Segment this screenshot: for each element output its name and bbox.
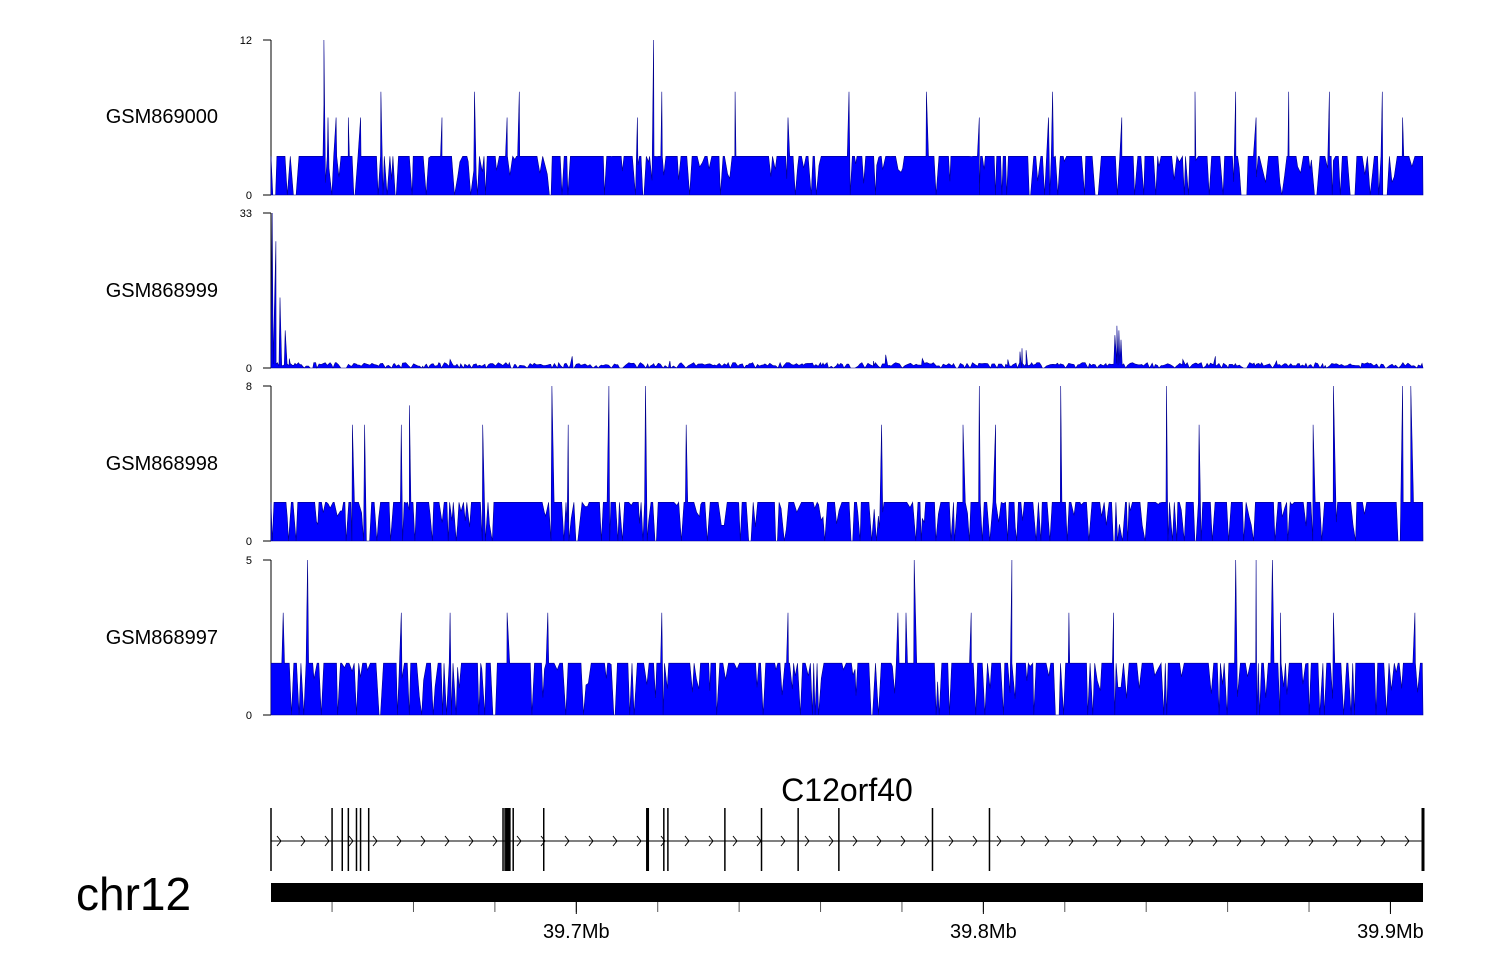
strand-arrow xyxy=(1236,835,1242,847)
strand-arrow xyxy=(1068,835,1074,847)
strand-arrow xyxy=(708,835,714,847)
strand-arrow xyxy=(1260,835,1266,847)
strand-arrow xyxy=(1188,835,1194,847)
strand-arrow xyxy=(684,835,690,847)
chromosome-label: chr12 xyxy=(76,868,191,920)
strand-arrow xyxy=(924,835,930,847)
y-tick-label: 0 xyxy=(246,710,252,722)
strand-arrow xyxy=(324,835,330,847)
strand-arrow xyxy=(660,835,666,847)
strand-arrow xyxy=(396,835,402,847)
track-GSM869000: GSM869000 0 12 xyxy=(106,35,1424,202)
coverage-area xyxy=(270,39,1424,196)
track-label: GSM869000 xyxy=(106,106,218,128)
y-tick-label: 12 xyxy=(240,35,252,47)
track-label: GSM868997 xyxy=(106,627,218,649)
strand-arrow xyxy=(1212,835,1218,847)
axis-tick-label: 39.9Mb xyxy=(1357,921,1424,943)
track-label: GSM868998 xyxy=(106,453,218,475)
gene-model xyxy=(270,808,1425,871)
strand-arrow xyxy=(876,835,882,847)
gene-track: C12orf40 xyxy=(270,772,1425,871)
strand-arrow xyxy=(852,835,858,847)
strand-arrow xyxy=(948,835,954,847)
y-tick-label: 8 xyxy=(246,381,252,393)
coverage-area xyxy=(270,385,1424,542)
strand-arrow xyxy=(420,835,426,847)
strand-arrow xyxy=(1308,835,1314,847)
strand-arrow xyxy=(636,835,642,847)
y-tick-label: 5 xyxy=(246,555,252,567)
coverage-area xyxy=(270,212,1424,369)
strand-arrow xyxy=(1380,835,1386,847)
strand-arrow xyxy=(612,835,618,847)
strand-arrow xyxy=(1284,835,1290,847)
strand-arrow xyxy=(804,835,810,847)
genome-axis-ticks: 39.7Mb 39.8Mb 39.9Mb xyxy=(331,902,1424,943)
strand-arrow xyxy=(276,835,282,847)
strand-arrow xyxy=(468,835,474,847)
strand-arrow xyxy=(972,835,978,847)
strand-arrow xyxy=(1404,835,1410,847)
strand-arrow xyxy=(828,835,834,847)
y-tick-label: 33 xyxy=(240,208,252,220)
track-label: GSM868999 xyxy=(106,280,218,302)
strand-arrow xyxy=(1044,835,1050,847)
chromosome-axis: chr12 39.7Mb 39.8Mb 39.9Mb xyxy=(76,868,1424,943)
strand-arrow xyxy=(1020,835,1026,847)
axis-tick-label: 39.8Mb xyxy=(950,921,1017,943)
strand-arrow xyxy=(540,835,546,847)
coverage-area xyxy=(270,559,1424,716)
axis-tick-label: 39.7Mb xyxy=(543,921,610,943)
strand-arrow xyxy=(780,835,786,847)
strand-arrow xyxy=(732,835,738,847)
strand-arrow xyxy=(492,835,498,847)
strand-arrow xyxy=(996,835,1002,847)
track-GSM868997: GSM868997 0 5 xyxy=(106,555,1424,722)
strand-arrow xyxy=(1140,835,1146,847)
strand-arrow xyxy=(1164,835,1170,847)
track-GSM868999: GSM868999 0 33 xyxy=(106,208,1424,375)
track-GSM868998: GSM868998 0 8 xyxy=(106,381,1424,548)
y-tick-label: 0 xyxy=(246,363,252,375)
data-tracks: GSM869000012GSM868999033GSM86899808GSM86… xyxy=(106,35,1424,722)
strand-arrow xyxy=(300,835,306,847)
strand-arrow xyxy=(900,835,906,847)
y-tick-label: 0 xyxy=(246,536,252,548)
chromosome-bar xyxy=(271,883,1423,902)
strand-arrow xyxy=(444,835,450,847)
y-tick-label: 0 xyxy=(246,190,252,202)
strand-arrow xyxy=(1356,835,1362,847)
strand-arrow xyxy=(588,835,594,847)
strand-arrow xyxy=(564,835,570,847)
strand-arrow xyxy=(516,835,522,847)
strand-arrow xyxy=(1332,835,1338,847)
strand-arrow xyxy=(372,835,378,847)
strand-arrow xyxy=(348,835,354,847)
strand-arrow xyxy=(1092,835,1098,847)
strand-arrow xyxy=(1116,835,1122,847)
gene-name-label: C12orf40 xyxy=(781,772,913,808)
